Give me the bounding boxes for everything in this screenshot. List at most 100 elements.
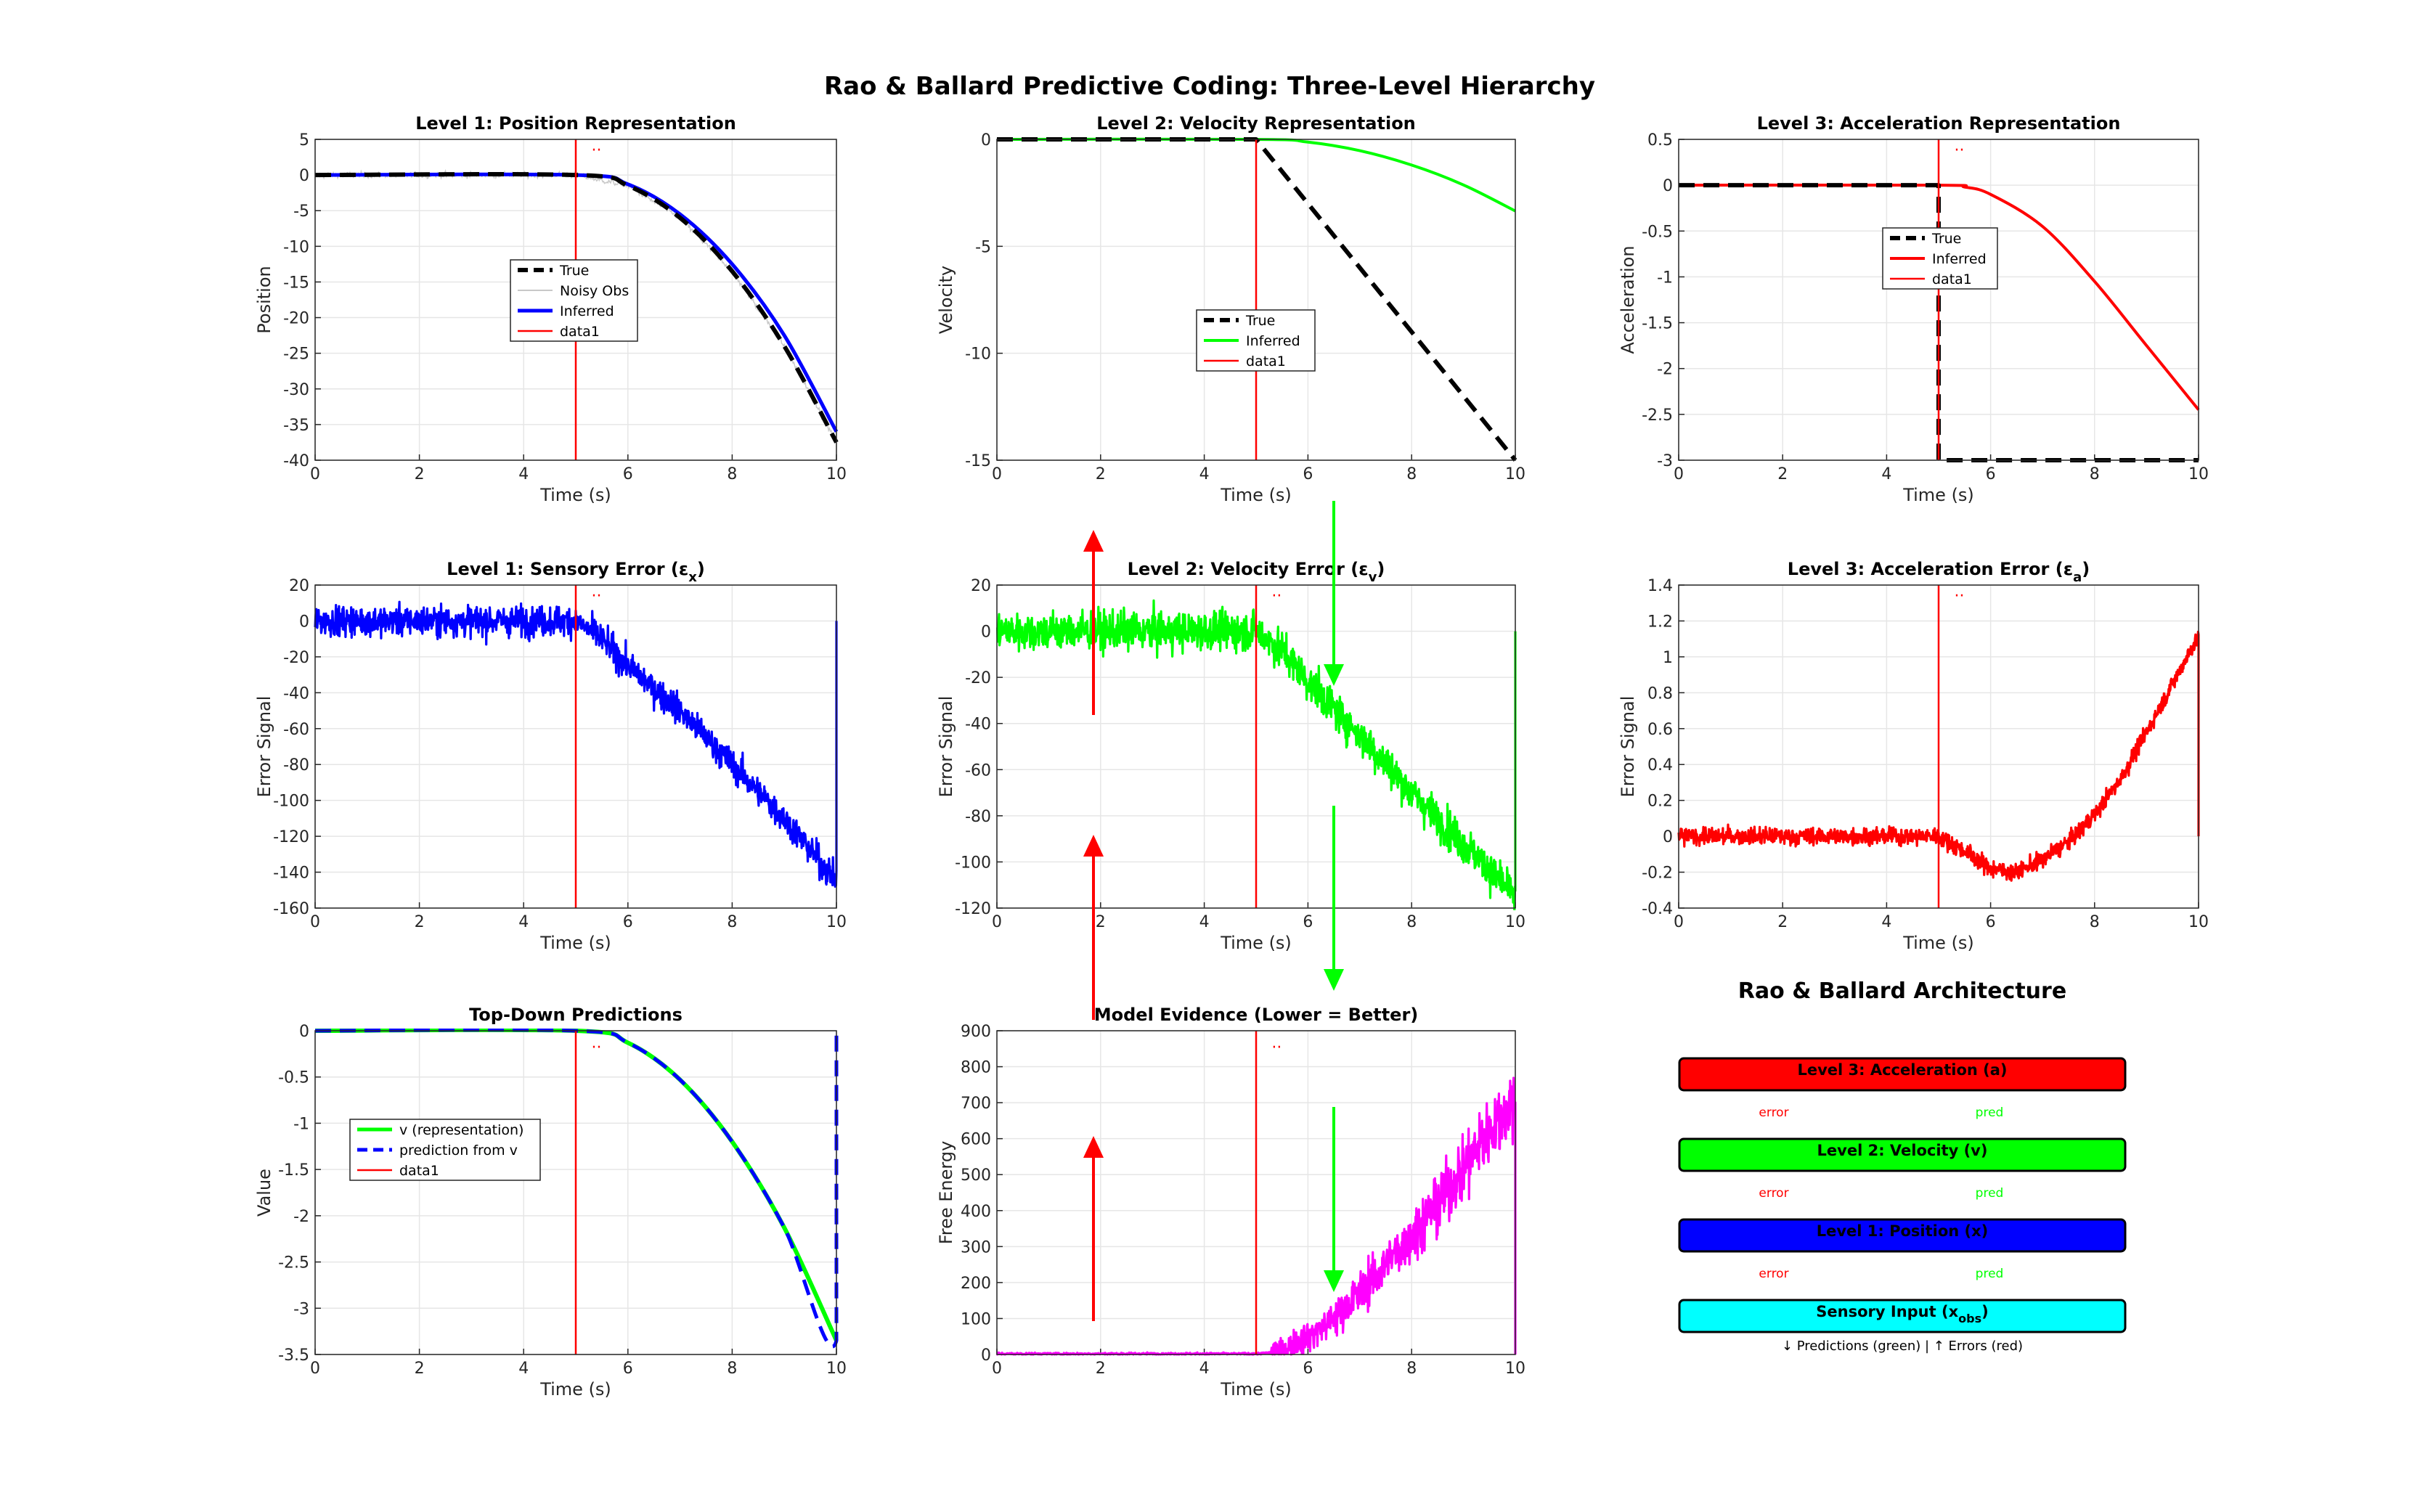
architecture-diagram: Rao & Ballard Architecture Level 3: Accel… <box>1678 978 2127 1354</box>
panel-p1: 0 2 4 6 8 10 5 0 -5 -10 -15 -20 -25 -30 -35 -40 ·· Level … <box>254 113 847 505</box>
y-tick-label: 0.5 <box>1647 131 1673 150</box>
legend-label: True <box>559 263 589 279</box>
legend-label: True <box>1245 313 1275 329</box>
x-tick-label: 6 <box>1303 913 1313 931</box>
y-tick-label: 400 <box>961 1203 991 1221</box>
x-tick-label: 0 <box>992 1360 1002 1378</box>
panel-title: Top-Down Predictions <box>469 1005 683 1025</box>
architecture-box: Level 3: Acceleration (a) <box>1678 1057 2127 1092</box>
arrow-head <box>1083 835 1104 857</box>
panel-p2: 0 2 4 6 8 10 0 -5 -10 -15 Level 2: Velocity Repres… <box>936 113 1525 505</box>
y-tick-label: -100 <box>273 793 309 811</box>
y-tick-label: -80 <box>965 808 991 826</box>
series-inferred <box>314 172 839 433</box>
axes-frame <box>996 584 1516 909</box>
arrow-head <box>1324 664 1344 686</box>
axes-frame <box>314 1030 837 1355</box>
y-tick-label: -10 <box>283 238 309 256</box>
panel-title: Level 3: Acceleration Representation <box>1757 113 2121 134</box>
x-tick-label: 0 <box>1674 465 1684 483</box>
panel-title: Level 3: Acceleration Error (εa) <box>1788 559 2090 585</box>
figure-title: Rao & Ballard Predictive Coding: Three-L… <box>824 72 1595 101</box>
pred-label: pred <box>1976 1267 2004 1281</box>
x-tick-label: 6 <box>1986 913 1996 931</box>
legend-label: Inferred <box>1932 251 1987 267</box>
x-axis-label: Time (s) <box>539 933 611 953</box>
y-tick-label: 0.4 <box>1647 756 1673 775</box>
legend-label: data1 <box>1246 354 1286 369</box>
series-group <box>314 1029 839 1354</box>
y-tick-label: -1.5 <box>278 1161 309 1180</box>
y-tick-label: 100 <box>961 1310 991 1328</box>
x-tick-label: 0 <box>992 465 1002 483</box>
x-tick-label: 8 <box>2090 465 2100 483</box>
y-tick-label: 1.2 <box>1647 613 1673 631</box>
y-tick-label: -20 <box>965 669 991 687</box>
legend: True Inferred data1 <box>1196 309 1316 372</box>
y-tick-label: -40 <box>283 685 309 703</box>
legend-label: prediction from v <box>399 1143 518 1158</box>
level-box-tail: ) <box>1981 1303 1989 1320</box>
x-axis-label: Time (s) <box>539 485 611 505</box>
x-tick-label: 10 <box>1505 913 1525 931</box>
y-tick-label: 700 <box>961 1095 991 1113</box>
y-tick-label: 0 <box>299 1023 309 1041</box>
panel-title-text: Model Evidence (Lower = Better) <box>1094 1005 1419 1025</box>
y-tick-label: -140 <box>273 865 309 883</box>
x-tick-label: 4 <box>518 913 529 931</box>
arrow-head <box>1324 969 1344 991</box>
legend-label: Noisy Obs <box>560 283 629 299</box>
y-axis-label: Error Signal <box>1618 696 1638 798</box>
x-tick-label: 10 <box>1505 1360 1525 1378</box>
x-axis-label: Time (s) <box>539 1379 611 1399</box>
error-label: error <box>1759 1186 1788 1201</box>
y-tick-label: -25 <box>283 346 309 364</box>
y-tick-label: 200 <box>961 1275 991 1293</box>
level-box-text: Sensory Input (x <box>1816 1303 1958 1320</box>
x-tick-label: 6 <box>623 1360 633 1378</box>
panel-title: Level 1: Position Representation <box>415 113 736 134</box>
architecture-box: Level 2: Velocity (v) <box>1678 1137 2127 1172</box>
legend-label: data1 <box>560 324 600 340</box>
error-arrow <box>1083 835 1104 1020</box>
y-tick-label: -40 <box>965 716 991 734</box>
level-box-text: Level 1: Position (x) <box>1817 1222 1989 1240</box>
y-tick-label: -2 <box>293 1208 309 1226</box>
panel-title: Model Evidence (Lower = Better) <box>1094 1005 1419 1025</box>
x-tick-label: 8 <box>727 913 737 931</box>
x-tick-label: 10 <box>2188 465 2209 483</box>
onset-marker: ·· <box>1271 1039 1282 1057</box>
y-tick-label: -3 <box>293 1300 309 1318</box>
panel-title: Level 2: Velocity Representation <box>1096 113 1416 134</box>
y-tick-label: -60 <box>283 721 309 739</box>
y-tick-label: 0 <box>981 131 991 150</box>
onset-marker: ·· <box>592 587 602 605</box>
x-tick-label: 0 <box>1674 913 1684 931</box>
y-tick-label: 0 <box>981 1347 991 1365</box>
x-axis-label: Time (s) <box>1902 933 1974 953</box>
y-tick-label: -35 <box>283 417 309 435</box>
onset-marker: ·· <box>1954 142 1964 160</box>
series-inferred <box>1678 183 2200 411</box>
panel-title-subscript: x <box>688 570 697 585</box>
prediction-arrow <box>1324 806 1344 991</box>
y-tick-label: -100 <box>955 854 991 872</box>
x-tick-label: 4 <box>518 1360 529 1378</box>
y-tick-label: -20 <box>283 310 309 328</box>
arrow-head <box>1083 1136 1104 1158</box>
panel-title-text: Level 2: Velocity Error (ε <box>1128 559 1369 579</box>
level-box <box>1678 1057 2127 1092</box>
x-axis-label: Time (s) <box>1220 485 1292 505</box>
pred-label: pred <box>1976 1186 2004 1201</box>
legend-label: Inferred <box>1246 333 1300 349</box>
level-box-label: Level 3: Acceleration (a) <box>1797 1061 2007 1079</box>
error-arrow <box>1083 1136 1104 1321</box>
x-tick-label: 0 <box>310 465 320 483</box>
x-tick-label: 2 <box>415 1360 425 1378</box>
panel-title-close: ) <box>2082 559 2090 579</box>
y-tick-label: -5 <box>293 203 309 221</box>
y-tick-label: -15 <box>283 274 309 292</box>
axes-frame <box>314 584 837 909</box>
error-label: error <box>1759 1106 1788 1120</box>
